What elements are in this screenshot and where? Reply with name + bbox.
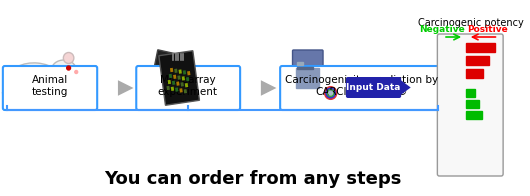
Bar	[466, 69, 482, 78]
Bar	[466, 89, 475, 97]
Polygon shape	[183, 70, 186, 75]
FancyBboxPatch shape	[3, 66, 97, 110]
Text: Animal
testing: Animal testing	[31, 75, 68, 97]
Ellipse shape	[64, 53, 74, 64]
Polygon shape	[187, 71, 190, 75]
Text: Input Data: Input Data	[346, 83, 401, 92]
FancyBboxPatch shape	[437, 34, 503, 176]
Circle shape	[67, 66, 70, 70]
Text: You can order from any steps: You can order from any steps	[104, 170, 401, 188]
Polygon shape	[399, 79, 411, 96]
Polygon shape	[169, 74, 172, 78]
Ellipse shape	[51, 60, 76, 80]
Polygon shape	[166, 86, 170, 90]
Text: Microarray
experiment: Microarray experiment	[158, 75, 218, 97]
Bar	[466, 100, 479, 108]
Polygon shape	[182, 76, 185, 81]
Polygon shape	[179, 88, 183, 93]
Text: Positive: Positive	[467, 25, 508, 34]
Ellipse shape	[319, 81, 342, 105]
Polygon shape	[148, 50, 191, 106]
Polygon shape	[185, 83, 188, 87]
Bar	[297, 67, 313, 69]
Bar	[297, 62, 303, 65]
Polygon shape	[179, 69, 182, 74]
Text: Carcinogenic potency: Carcinogenic potency	[418, 18, 524, 28]
FancyBboxPatch shape	[136, 66, 240, 110]
Circle shape	[329, 91, 332, 95]
Polygon shape	[167, 80, 171, 84]
Polygon shape	[181, 82, 184, 87]
FancyBboxPatch shape	[280, 66, 441, 110]
FancyBboxPatch shape	[293, 50, 323, 104]
Polygon shape	[170, 68, 173, 72]
FancyBboxPatch shape	[346, 77, 401, 98]
Polygon shape	[172, 81, 175, 85]
Text: Negative: Negative	[419, 25, 465, 34]
Polygon shape	[186, 77, 189, 81]
Polygon shape	[178, 75, 181, 80]
Polygon shape	[175, 87, 179, 92]
Polygon shape	[174, 69, 178, 73]
Polygon shape	[173, 75, 176, 79]
Text: Carcinogenicity prediction by
CARCINOscreen®: Carcinogenicity prediction by CARCINOscr…	[285, 75, 438, 97]
Polygon shape	[171, 87, 174, 91]
Polygon shape	[159, 51, 199, 105]
Bar	[296, 68, 319, 88]
Polygon shape	[176, 81, 180, 86]
Ellipse shape	[8, 63, 64, 99]
Bar	[466, 56, 489, 65]
Circle shape	[75, 71, 78, 74]
Bar	[466, 43, 494, 52]
Polygon shape	[184, 89, 187, 93]
Bar	[466, 111, 482, 119]
